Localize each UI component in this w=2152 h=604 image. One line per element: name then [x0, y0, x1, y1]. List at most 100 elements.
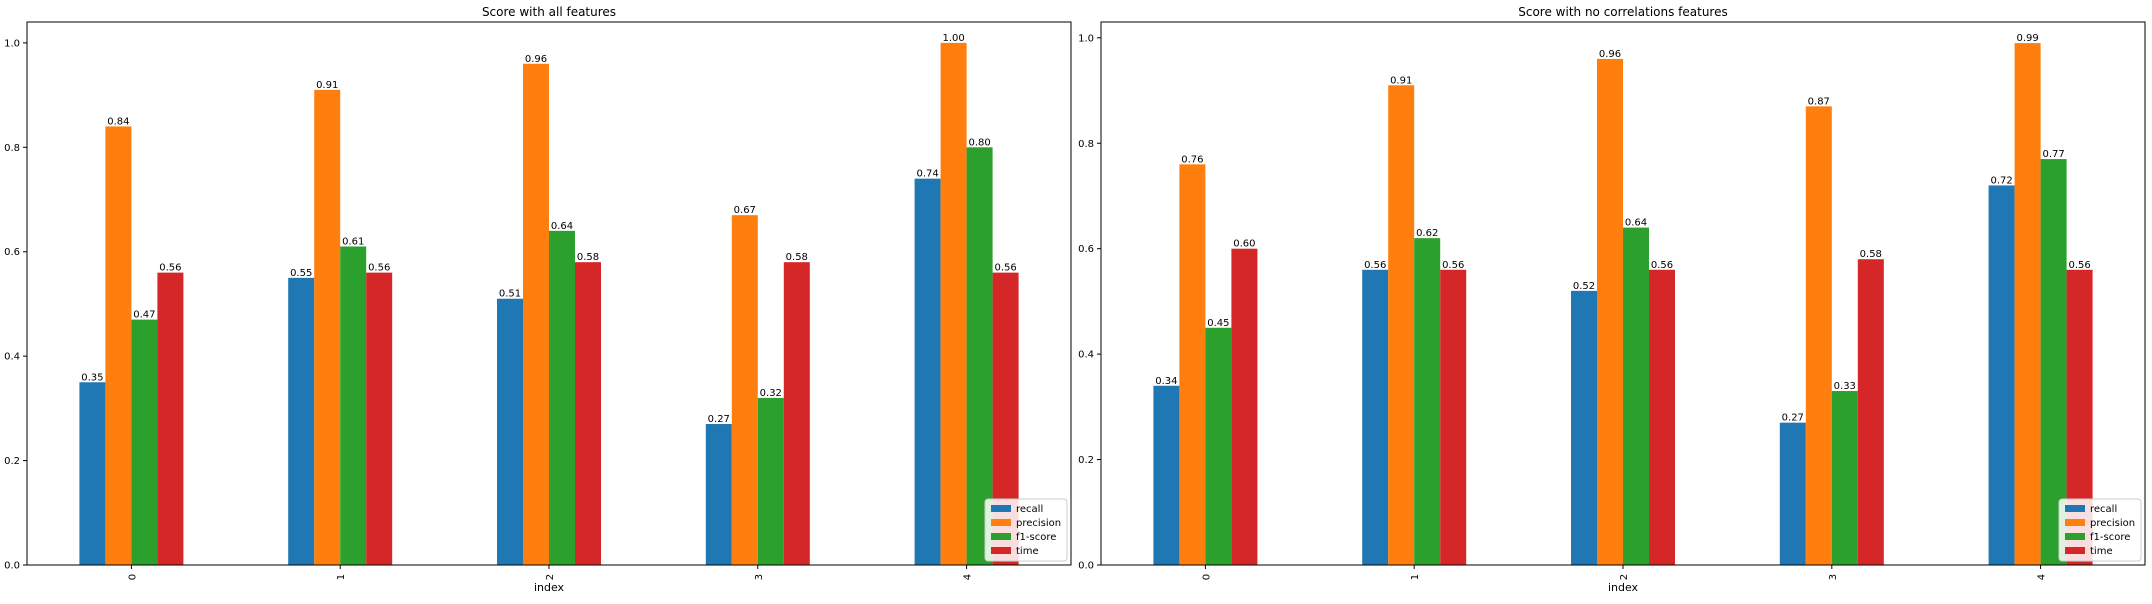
bar-recall: [1362, 269, 1389, 565]
bar-value-label: 0.91: [1390, 75, 1412, 86]
legend-swatch-f1-score: [991, 533, 1011, 540]
bar-time: [366, 272, 393, 565]
bar-time: [1231, 248, 1258, 565]
bar-precision: [523, 63, 549, 566]
x-tick-label: 0: [1201, 574, 1212, 580]
bar-value-label: 0.74: [916, 169, 938, 180]
legend: recall precision f1-score time: [984, 498, 1068, 562]
bar-precision: [2014, 43, 2041, 565]
y-tick-label: 0.8: [4, 143, 20, 154]
legend-label: recall: [2090, 504, 2117, 515]
y-tick-label: 0.2: [1078, 455, 1094, 466]
x-axis-label: index: [534, 581, 565, 594]
bar-recall: [1779, 422, 1806, 565]
bar-precision: [1805, 106, 1832, 565]
legend-label: time: [2090, 546, 2113, 557]
x-tick-label: 2: [1619, 574, 1630, 580]
x-tick-label: 1: [1410, 574, 1421, 580]
chart-title: Score with no correlations features: [1518, 5, 1728, 19]
bar-value-label: 0.64: [1625, 218, 1647, 229]
legend-label: time: [1016, 546, 1039, 557]
bar-f1-score: [549, 230, 575, 565]
bar-value-label: 0.96: [1599, 49, 1621, 60]
bar-value-label: 0.33: [1834, 381, 1856, 392]
y-tick-label: 0.4: [4, 352, 20, 363]
bar-time: [1857, 259, 1884, 565]
legend-swatch-time: [991, 547, 1011, 554]
bar-value-label: 0.76: [1181, 154, 1203, 165]
chart-panel-0: Score with all features 0.0 0.2 0.4 0.6 0.8 1.…: [4, 5, 1072, 594]
bar-f1-score: [1414, 238, 1441, 565]
bar-value-label: 0.62: [1416, 228, 1438, 239]
x-tick-label: 1: [336, 574, 347, 580]
bar-value-label: 0.84: [107, 116, 129, 127]
bar-value-label: 0.56: [2068, 260, 2090, 271]
bar-recall: [288, 277, 315, 565]
bar-value-label: 0.52: [1573, 281, 1595, 292]
bar-value-label: 0.34: [1155, 376, 1177, 387]
y-tick-label: 0.2: [4, 456, 20, 467]
legend-label: precision: [1016, 518, 1061, 529]
bar-value-label: 0.45: [1207, 318, 1229, 329]
bar-value-label: 0.80: [968, 137, 990, 148]
bar-value-label: 0.56: [994, 263, 1016, 274]
bar-value-label: 0.32: [760, 388, 782, 399]
bar-value-label: 0.58: [577, 252, 599, 263]
y-tick-label: 0.6: [1078, 244, 1094, 255]
bar-precision: [731, 215, 758, 566]
legend-swatch-recall: [2065, 505, 2085, 512]
y-tick-label: 0.0: [1078, 561, 1094, 572]
y-tick-label: 0.8: [1078, 139, 1094, 150]
bar-recall: [1153, 385, 1180, 565]
y-tick-label: 0.4: [1078, 350, 1094, 361]
legend-label: recall: [1016, 504, 1043, 515]
bar-precision: [1388, 85, 1415, 565]
legend-box: [984, 498, 1068, 562]
x-tick-label: 4: [2037, 574, 2048, 580]
bar-value-label: 0.87: [1808, 96, 1830, 107]
bar-precision: [940, 42, 967, 565]
bar-time: [575, 262, 601, 565]
bar-recall: [1571, 290, 1597, 565]
legend-box: [2058, 498, 2142, 562]
bar-value-label: 0.56: [1651, 260, 1673, 271]
legend: recall precision f1-score time: [2058, 498, 2142, 562]
chart-title: Score with all features: [482, 5, 616, 19]
bar-value-label: 0.56: [159, 263, 181, 274]
legend-swatch-precision: [991, 519, 1011, 526]
bar-precision: [314, 89, 341, 565]
bar-value-label: 0.47: [133, 310, 155, 321]
bar-precision: [1179, 164, 1206, 565]
y-tick-label: 1.0: [4, 38, 20, 49]
legend-swatch-f1-score: [2065, 533, 2085, 540]
bar-value-label: 0.60: [1233, 239, 1255, 250]
bar-f1-score: [757, 397, 784, 565]
bar-value-label: 0.56: [1442, 260, 1464, 271]
bar-value-label: 0.55: [290, 268, 312, 279]
bar-value-label: 0.99: [2016, 33, 2038, 44]
bar-value-label: 0.72: [1990, 175, 2012, 186]
x-tick-label: 3: [1828, 574, 1839, 580]
bar-recall: [497, 298, 523, 565]
bar-value-label: 0.77: [2042, 149, 2064, 160]
bar-f1-score: [1205, 327, 1232, 565]
bar-f1-score: [1623, 227, 1649, 566]
bar-f1-score: [131, 319, 158, 565]
bar-value-label: 0.64: [551, 221, 573, 232]
bar-value-label: 0.58: [1860, 249, 1882, 260]
bar-value-label: 1.00: [942, 33, 964, 44]
bar-recall: [705, 424, 732, 565]
bar-precision: [1597, 58, 1623, 565]
x-tick-label: 2: [545, 574, 556, 580]
bar-value-label: 0.96: [525, 54, 547, 65]
legend-swatch-recall: [991, 505, 1011, 512]
bar-f1-score: [966, 147, 993, 566]
axes-frame: [1100, 21, 2146, 566]
legend-label: f1-score: [2090, 532, 2130, 543]
legend-label: f1-score: [1016, 532, 1056, 543]
bar-f1-score: [340, 246, 367, 565]
bar-value-label: 0.61: [342, 237, 364, 248]
y-tick-label: 0.6: [4, 247, 20, 258]
